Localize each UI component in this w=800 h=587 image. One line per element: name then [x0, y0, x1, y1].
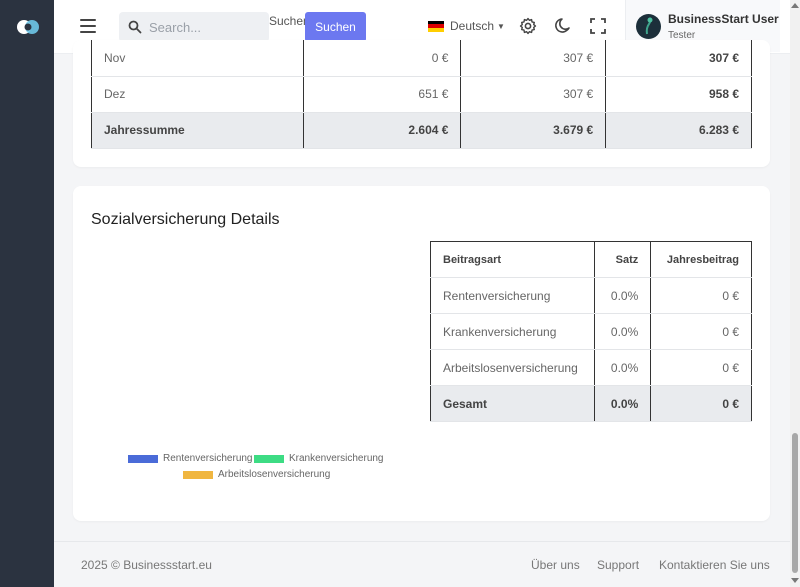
- dark-mode-moon-icon[interactable]: [554, 17, 572, 35]
- sum-total: 6.283 €: [605, 112, 752, 149]
- value-cell: 307 €: [460, 40, 607, 77]
- section-title: Sozialversicherung Details: [91, 211, 280, 228]
- social-insurance-table: Beitragsart Satz Jahresbeitrag Rentenver…: [430, 241, 752, 422]
- sum-value: 2.604 €: [303, 112, 462, 149]
- table-row: Arbeitslosenversicherung 0.0% 0 €: [430, 349, 752, 386]
- legend-swatch: [183, 470, 213, 479]
- insurance-rate: 0.0%: [594, 277, 652, 314]
- value-cell: 651 €: [303, 76, 462, 113]
- sum-label: Gesamt: [430, 385, 595, 422]
- insurance-rate: 0.0%: [594, 313, 652, 350]
- german-flag-icon: [428, 20, 444, 32]
- legend-label: Arbeitslosenversicherung: [218, 469, 331, 480]
- sum-annual: 0 €: [650, 385, 752, 422]
- legend-item-rentenversicherung[interactable]: Rentenversicherung: [128, 453, 253, 464]
- legend-swatch: [128, 454, 158, 463]
- legend-label: Krankenversicherung: [289, 453, 384, 464]
- scroll-down-arrow-icon[interactable]: [791, 578, 799, 583]
- table-header-row: Beitragsart Satz Jahresbeitrag: [430, 241, 752, 278]
- insurance-annual: 0 €: [650, 313, 752, 350]
- sidebar: [0, 0, 54, 587]
- avatar: [636, 14, 661, 39]
- search-box: [119, 12, 269, 42]
- avatar-image-icon: [645, 17, 653, 35]
- search-button[interactable]: Suchen: [305, 12, 366, 42]
- footer-link-contact[interactable]: Kontaktieren Sie uns: [659, 558, 770, 572]
- insurance-annual: 0 €: [650, 277, 752, 314]
- legend-swatch: [254, 454, 284, 463]
- sum-label: Jahressumme: [91, 112, 304, 149]
- annual-table: Nov 0 € 307 € 307 € Dez 651 € 307 € 958 …: [91, 40, 752, 149]
- social-insurance-card: Sozialversicherung Details Beitragsart S…: [73, 186, 770, 521]
- sum-row: Gesamt 0.0% 0 €: [430, 385, 752, 422]
- footer-link-about[interactable]: Über uns: [531, 558, 580, 572]
- search-input[interactable]: [149, 18, 259, 36]
- legend-item-krankenversicherung[interactable]: Krankenversicherung: [254, 453, 384, 464]
- language-label: Deutsch: [450, 19, 495, 33]
- menu-toggle-icon[interactable]: [80, 19, 96, 33]
- copyright-text: 2025 © Businessstart.eu: [81, 558, 212, 572]
- insurance-type: Krankenversicherung: [430, 313, 595, 350]
- language-selector[interactable]: Deutsch ▼: [428, 19, 505, 33]
- footer: 2025 © Businessstart.eu Über uns Support…: [54, 541, 800, 587]
- value-cell: 0 €: [303, 40, 462, 77]
- total-cell: 958 €: [605, 76, 752, 113]
- table-row: Krankenversicherung 0.0% 0 €: [430, 313, 752, 350]
- page-scrollbar[interactable]: [790, 0, 800, 587]
- table-row: Rentenversicherung 0.0% 0 €: [430, 277, 752, 314]
- footer-link-support[interactable]: Support: [597, 558, 640, 572]
- insurance-type: Arbeitslosenversicherung: [430, 349, 595, 386]
- header-rate: Satz: [594, 241, 652, 278]
- table-row: Nov 0 € 307 € 307 €: [91, 40, 752, 77]
- value-cell: 307 €: [460, 76, 607, 113]
- fullscreen-icon[interactable]: [589, 17, 607, 35]
- settings-gear-icon[interactable]: [519, 17, 537, 35]
- month-cell: Dez: [91, 76, 304, 113]
- table-row: Dez 651 € 307 € 958 €: [91, 76, 752, 113]
- user-role: Tester: [668, 30, 696, 41]
- header-annual: Jahresbeitrag: [650, 241, 752, 278]
- legend-item-arbeitslosenversicherung[interactable]: Arbeitslosenversicherung: [183, 469, 330, 480]
- sum-row: Jahressumme 2.604 € 3.679 € 6.283 €: [91, 112, 752, 149]
- search-icon: [128, 20, 142, 34]
- search-label: Suchen: [269, 14, 310, 28]
- app-logo-icon[interactable]: [16, 18, 40, 36]
- insurance-type: Rentenversicherung: [430, 277, 595, 314]
- month-cell: Nov: [91, 40, 304, 77]
- insurance-rate: 0.0%: [594, 349, 652, 386]
- annual-summary-card: Nov 0 € 307 € 307 € Dez 651 € 307 € 958 …: [73, 40, 770, 167]
- total-cell: 307 €: [605, 40, 752, 77]
- scroll-up-arrow-icon[interactable]: [791, 3, 799, 8]
- header-type: Beitragsart: [430, 241, 595, 278]
- scrollbar-thumb[interactable]: [792, 433, 798, 573]
- user-name: BusinessStart User: [668, 12, 779, 26]
- sum-value: 3.679 €: [460, 112, 607, 149]
- legend-label: Rentenversicherung: [163, 453, 253, 464]
- sum-rate: 0.0%: [594, 385, 652, 422]
- chevron-down-icon: ▼: [497, 21, 505, 31]
- insurance-annual: 0 €: [650, 349, 752, 386]
